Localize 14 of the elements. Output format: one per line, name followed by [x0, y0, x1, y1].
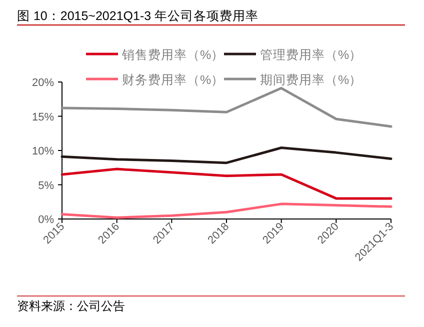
line-series [60, 86, 392, 128]
chart-title: 图 10：2015~2021Q1-3 年公司各项费用率 [17, 8, 259, 23]
y-tick-label: 20% [32, 77, 54, 89]
legend-label: 销售费用率（%） [121, 47, 224, 62]
y-tick-label: 0% [38, 214, 54, 226]
legend-label: 期间费用率（%） [260, 72, 362, 87]
line-series [60, 146, 392, 164]
legend-label: 管理费用率（%） [260, 47, 362, 62]
y-tick-label: 15% [32, 111, 54, 124]
legend-label: 财务费用率（%） [122, 72, 224, 87]
text: 资料来源：公司公告 [17, 299, 125, 313]
y-tick-label: 5% [38, 180, 54, 192]
line-series [60, 168, 392, 200]
y-tick-label: 10% [32, 146, 54, 158]
